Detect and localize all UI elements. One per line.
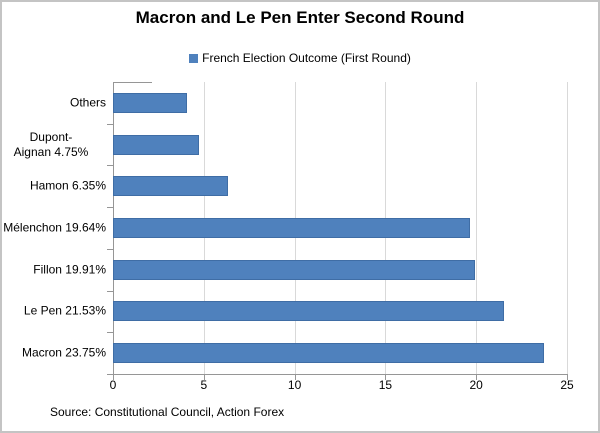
value-tick bbox=[567, 375, 568, 380]
category-label-line: Macron 23.75% bbox=[21, 345, 106, 360]
bar-others bbox=[113, 93, 187, 113]
category-label-line: Mélenchon 19.64% bbox=[3, 220, 106, 235]
category-tick bbox=[107, 165, 113, 166]
value-tick-label: 10 bbox=[287, 378, 302, 392]
gridline bbox=[567, 82, 568, 374]
bar-dupont-aignan-4-75- bbox=[113, 135, 199, 155]
value-tick bbox=[385, 375, 387, 380]
bar-fillon-19-91- bbox=[113, 260, 475, 280]
category-label: Hamon 6.35% bbox=[0, 179, 106, 194]
axis-top-tick bbox=[113, 82, 152, 83]
value-tick-label: 15 bbox=[378, 378, 393, 392]
source-note: Source: Constitutional Council, Action F… bbox=[50, 405, 285, 419]
category-label-line: Hamon 6.35% bbox=[29, 178, 106, 193]
value-tick bbox=[294, 375, 296, 380]
category-tick bbox=[107, 207, 113, 208]
category-label-line: Le Pen 21.53% bbox=[23, 303, 106, 318]
category-tick bbox=[107, 374, 113, 375]
value-tick-label: 25 bbox=[560, 378, 574, 392]
category-label: Mélenchon 19.64% bbox=[0, 221, 106, 236]
legend-label: French Election Outcome (First Round) bbox=[202, 51, 411, 65]
value-tick-label: 20 bbox=[469, 378, 483, 392]
category-tick bbox=[107, 291, 113, 292]
value-tick-label: 0 bbox=[109, 378, 117, 392]
gridline bbox=[476, 82, 478, 374]
category-tick bbox=[107, 124, 113, 125]
category-label: Others bbox=[0, 95, 106, 110]
bar-m-lenchon-19-64- bbox=[113, 218, 470, 238]
value-tick bbox=[203, 375, 205, 380]
category-label-line: Others bbox=[69, 95, 106, 110]
bar-macron-23-75- bbox=[113, 343, 544, 363]
value-tick bbox=[476, 375, 478, 380]
category-tick bbox=[107, 249, 113, 250]
bar-hamon-6-35- bbox=[113, 176, 228, 196]
category-tick bbox=[107, 332, 113, 333]
category-label: Macron 23.75% bbox=[0, 346, 106, 361]
chart-title: Macron and Le Pen Enter Second Round bbox=[135, 8, 465, 27]
category-label: Dupont- Aignan 4.75% bbox=[0, 130, 106, 160]
legend-swatch-icon bbox=[189, 53, 199, 63]
legend: French Election Outcome (First Round) bbox=[0, 51, 600, 65]
value-axis-line bbox=[113, 374, 568, 375]
bar-le-pen-21-53- bbox=[113, 301, 504, 321]
category-label-line: Fillon 19.91% bbox=[33, 262, 106, 277]
category-label: Fillon 19.91% bbox=[0, 262, 106, 277]
value-tick bbox=[113, 375, 114, 380]
category-label: Le Pen 21.53% bbox=[0, 304, 106, 319]
category-label-line: Dupont- bbox=[29, 129, 73, 144]
category-label-line: Aignan 4.75% bbox=[13, 144, 89, 159]
value-tick-label: 5 bbox=[200, 378, 208, 392]
